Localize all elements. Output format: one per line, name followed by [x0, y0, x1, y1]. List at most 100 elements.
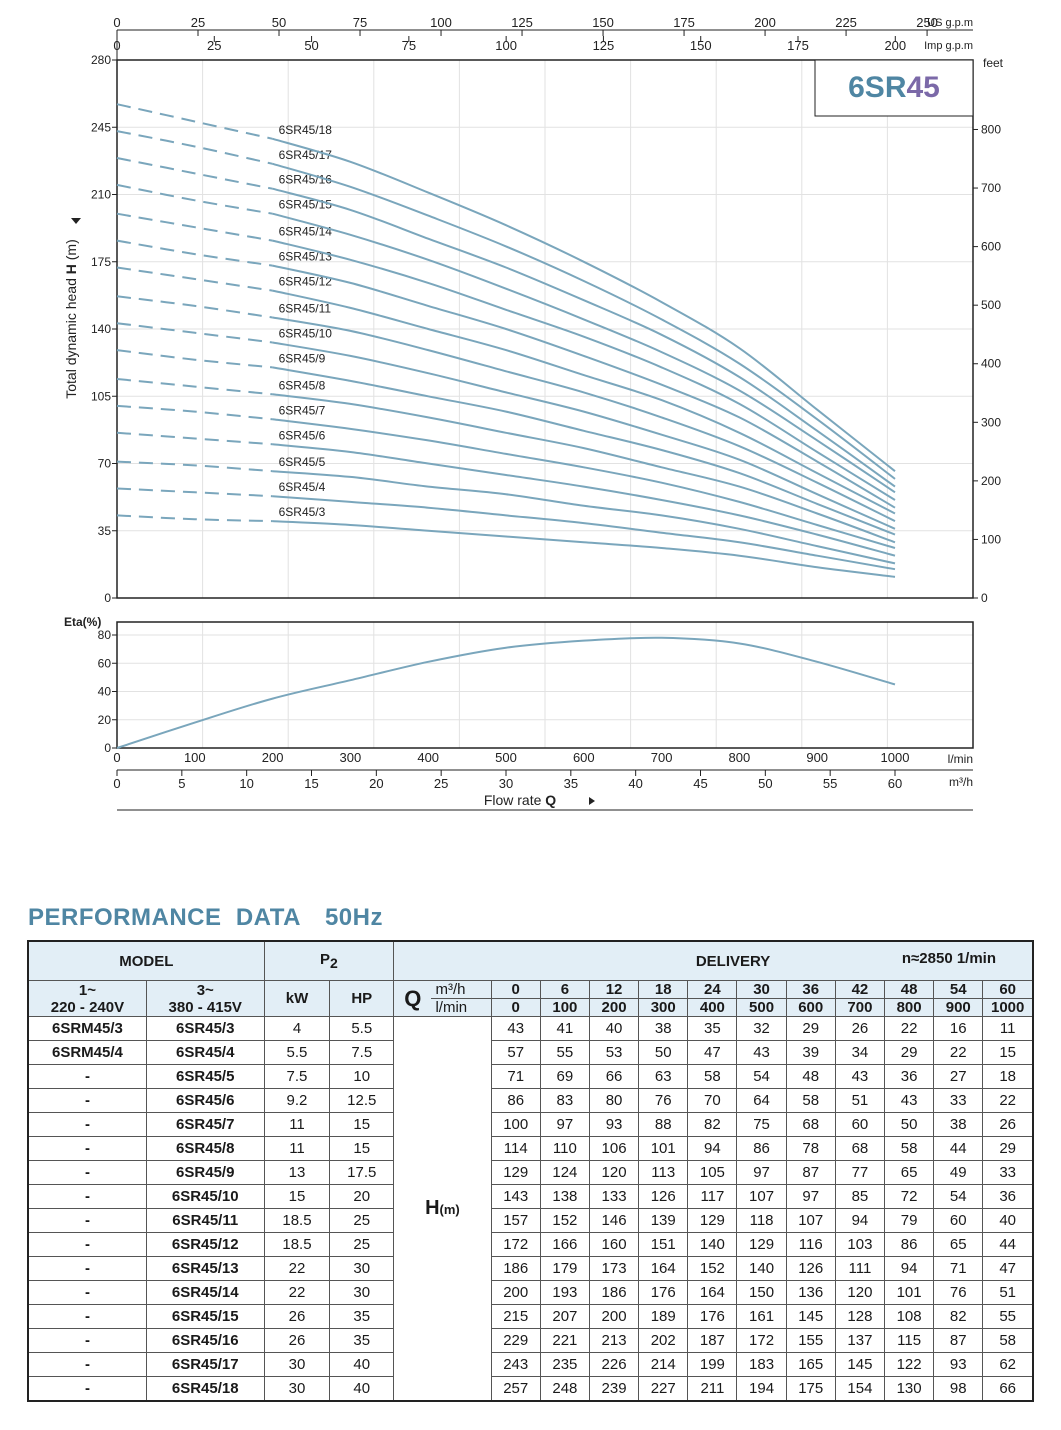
model-3ph: 6SR45/13 [145, 1256, 265, 1281]
head-value: 215 [490, 1304, 541, 1329]
head-curve-dashed [116, 487, 273, 498]
power-hp: 25 [329, 1208, 395, 1233]
imp-gpm-tick-label: 50 [304, 38, 318, 53]
head-value: 38 [933, 1112, 984, 1137]
head-value: 26 [982, 1112, 1034, 1137]
model-3ph: 6SR45/7 [145, 1112, 265, 1137]
curve-label: 6SR45/11 [279, 301, 332, 315]
lmin-tick-label: 100 [184, 750, 206, 765]
head-value: 164 [687, 1280, 738, 1305]
head-value: 33 [982, 1160, 1034, 1185]
head-value: 98 [933, 1376, 984, 1402]
p2-header: P2 [263, 940, 395, 981]
lmin-tick-label: 800 [729, 750, 751, 765]
power-kw: 9.2 [263, 1088, 331, 1113]
head-value: 38 [638, 1016, 689, 1041]
head-value: 186 [490, 1256, 541, 1281]
col-3ph-top: 3~ [196, 981, 214, 999]
head-value: 43 [883, 1088, 935, 1113]
model-1ph: - [27, 1064, 147, 1089]
us-gpm-tick-label: 75 [353, 15, 367, 30]
head-label: H(m) [393, 1016, 492, 1402]
us-gpm-tick-label: 50 [272, 15, 286, 30]
model-1ph: - [27, 1088, 147, 1113]
head-value: 80 [588, 1088, 640, 1113]
y-axis-title: Total dynamic head H (m) [63, 239, 79, 399]
curve-label: 6SR45/16 [279, 173, 333, 187]
power-hp: 10 [329, 1064, 395, 1089]
head-value: 82 [933, 1304, 984, 1329]
head-value: 187 [687, 1328, 738, 1353]
feet-tick-label: 800 [981, 122, 1001, 136]
head-value: 194 [736, 1376, 787, 1402]
head-value: 66 [982, 1376, 1034, 1402]
model-1ph: - [27, 1208, 147, 1233]
feet-tick-label: 600 [981, 240, 1001, 254]
power-kw: 26 [263, 1304, 331, 1329]
head-value: 40 [982, 1208, 1034, 1233]
model-1ph: 6SRM45/3 [27, 1016, 147, 1041]
eta-axis-title: Eta(%) [64, 615, 101, 629]
head-value: 11 [982, 1016, 1034, 1041]
head-value: 239 [588, 1376, 640, 1402]
feet-tick-label: 0 [981, 591, 988, 605]
head-curve [272, 187, 896, 488]
imp-gpm-tick-label: 200 [884, 38, 906, 53]
head-value: 126 [785, 1256, 836, 1281]
head-curve [272, 289, 896, 515]
head-value: 172 [490, 1232, 541, 1257]
lmin-tick-label: 0 [113, 750, 120, 765]
delivery-label: DELIVERY [695, 952, 771, 970]
head-value: 77 [834, 1160, 886, 1185]
head-value: 64 [736, 1088, 787, 1113]
lmin-tick-label: 600 [573, 750, 595, 765]
m3h-tick-label: 25 [434, 776, 448, 791]
head-value: 207 [539, 1304, 590, 1329]
head-value: 86 [736, 1136, 787, 1161]
head-value: 151 [638, 1232, 689, 1257]
m3h-tick-label: 45 [693, 776, 707, 791]
q-lmin-value: 200 [588, 998, 640, 1017]
q-lmin-value: 900 [933, 998, 984, 1017]
head-value: 101 [638, 1136, 689, 1161]
head-value: 58 [687, 1064, 738, 1089]
model-3ph: 6SR45/4 [145, 1040, 265, 1065]
title-box [814, 59, 974, 117]
head-value: 202 [638, 1328, 689, 1353]
head-value: 97 [736, 1160, 787, 1185]
head-value: 85 [834, 1184, 886, 1209]
q-lmin-value: 500 [736, 998, 787, 1017]
x-axis-title-text: Flow rate [484, 792, 545, 808]
head-value: 248 [539, 1376, 590, 1402]
head-value: 129 [736, 1232, 787, 1257]
head-value: 55 [539, 1040, 590, 1065]
head-curve [272, 137, 896, 472]
power-hp: 15 [329, 1112, 395, 1137]
head-value: 107 [736, 1184, 787, 1209]
head-value: 58 [982, 1328, 1034, 1353]
head-value: 78 [785, 1136, 836, 1161]
head-value: 60 [933, 1208, 984, 1233]
unit-lmin: l/min [431, 998, 492, 1017]
power-kw: 13 [263, 1160, 331, 1185]
y-axis-title-text: Total dynamic head [63, 274, 79, 399]
q-m3h-value: 42 [834, 980, 886, 999]
head-value: 97 [539, 1112, 590, 1137]
m3h-tick-label: 40 [628, 776, 642, 791]
q-lmin-value: 0 [490, 998, 541, 1017]
head-value: 68 [785, 1112, 836, 1137]
q-lmin-value: 700 [834, 998, 886, 1017]
head-value: 53 [588, 1040, 640, 1065]
q-header: Q [393, 980, 432, 1017]
head-value: 44 [982, 1232, 1034, 1257]
table-row: 6SRM45/4 6SR45/4 5.5 7.5 57 55 53 50 47 43 39 34 29 2… [27, 1040, 1034, 1065]
head-value: 137 [834, 1328, 886, 1353]
head-value: 176 [687, 1304, 738, 1329]
head-value: 51 [982, 1280, 1034, 1305]
head-value: 145 [834, 1352, 886, 1377]
hp-header: HP [329, 980, 395, 1017]
head-value: 54 [933, 1184, 984, 1209]
head-value: 22 [933, 1040, 984, 1065]
head-value: 129 [490, 1160, 541, 1185]
model-3ph: 6SR45/18 [145, 1376, 265, 1402]
